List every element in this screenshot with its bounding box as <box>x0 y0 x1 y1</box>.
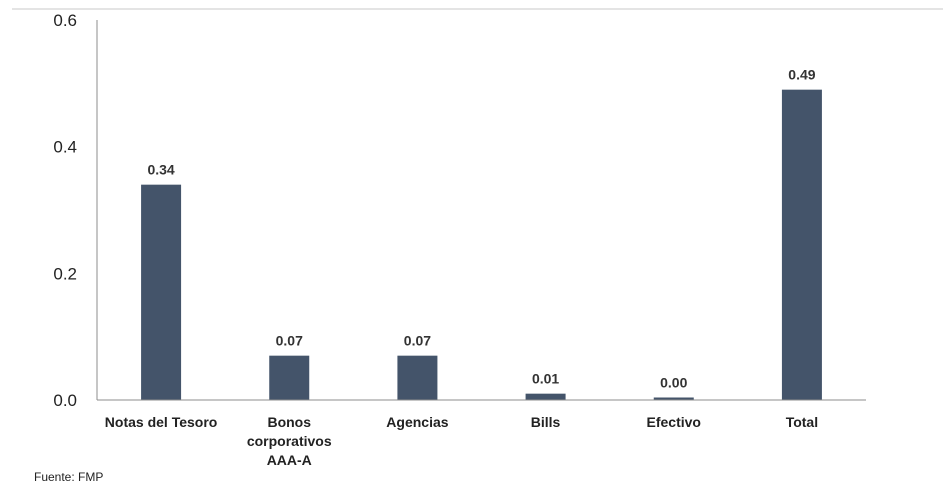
x-tick-label: AAA-A <box>267 452 312 468</box>
bar <box>781 89 822 401</box>
bar <box>141 184 182 400</box>
y-tick-label: 0.2 <box>53 264 77 283</box>
y-tick-label: 0.6 <box>53 11 77 30</box>
bar <box>525 393 566 400</box>
data-label: 0.00 <box>660 375 687 391</box>
y-axis: 0.0 0.2 0.4 0.6 <box>53 11 98 410</box>
x-tick-label: Efectivo <box>647 414 701 430</box>
x-tick-label: Bonos <box>267 414 311 430</box>
source-note: Fuente: FMP <box>34 470 104 484</box>
data-label: 0.01 <box>532 371 559 387</box>
data-label: 0.07 <box>276 333 303 349</box>
y-tick-label: 0.0 <box>53 391 77 410</box>
data-labels: 0.34 0.07 0.07 0.01 0.00 0.49 <box>147 67 815 391</box>
data-label: 0.49 <box>788 67 815 83</box>
x-axis: Notas del Tesoro Bonos corporativos AAA-A Ag… <box>97 399 866 468</box>
y-tick-label: 0.4 <box>53 138 77 157</box>
bar <box>653 397 694 400</box>
x-tick-label: Notas del Tesoro <box>105 414 218 430</box>
bar <box>269 355 310 400</box>
x-tick-label: corporativos <box>247 433 332 449</box>
x-tick-label: Agencias <box>386 414 448 430</box>
bars <box>141 89 822 401</box>
x-tick-label: Total <box>786 414 818 430</box>
data-label: 0.34 <box>147 162 174 178</box>
bar <box>397 355 438 400</box>
x-tick-label: Bills <box>531 414 561 430</box>
data-label: 0.07 <box>404 333 431 349</box>
